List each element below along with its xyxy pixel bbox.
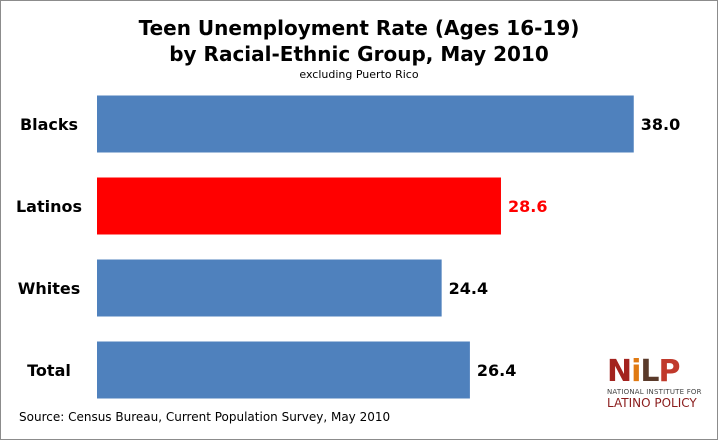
bar-latinos <box>97 177 501 235</box>
nilp-logo: NiLP NATIONAL INSTITUTE FOR LATINO POLIC… <box>607 357 711 427</box>
chart-title: Teen Unemployment Rate (Ages 16-19) by R… <box>1 15 717 67</box>
value-label-latinos: 28.6 <box>508 197 547 216</box>
source-note: Source: Census Bureau, Current Populatio… <box>19 410 391 424</box>
chart-subtitle: excluding Puerto Rico <box>299 68 419 81</box>
category-label-total: Total <box>27 361 71 380</box>
category-label-latinos: Latinos <box>16 197 82 216</box>
bar-blacks <box>97 95 634 153</box>
value-label-whites: 24.4 <box>449 279 488 298</box>
nilp-logo-line2: LATINO POLICY <box>607 396 697 410</box>
bar-whites <box>97 259 442 317</box>
chart-title-line2: by Racial-Ethnic Group, May 2010 <box>169 42 549 66</box>
value-label-blacks: 38.0 <box>641 115 680 134</box>
category-label-blacks: Blacks <box>20 115 78 134</box>
bar-total <box>97 341 470 399</box>
value-label-total: 26.4 <box>477 361 516 380</box>
nilp-logo-line1: NATIONAL INSTITUTE FOR <box>607 388 702 396</box>
category-label-whites: Whites <box>18 279 81 298</box>
chart-title-line1: Teen Unemployment Rate (Ages 16-19) <box>138 16 580 40</box>
nilp-logo-mark: NiLP <box>607 354 681 389</box>
